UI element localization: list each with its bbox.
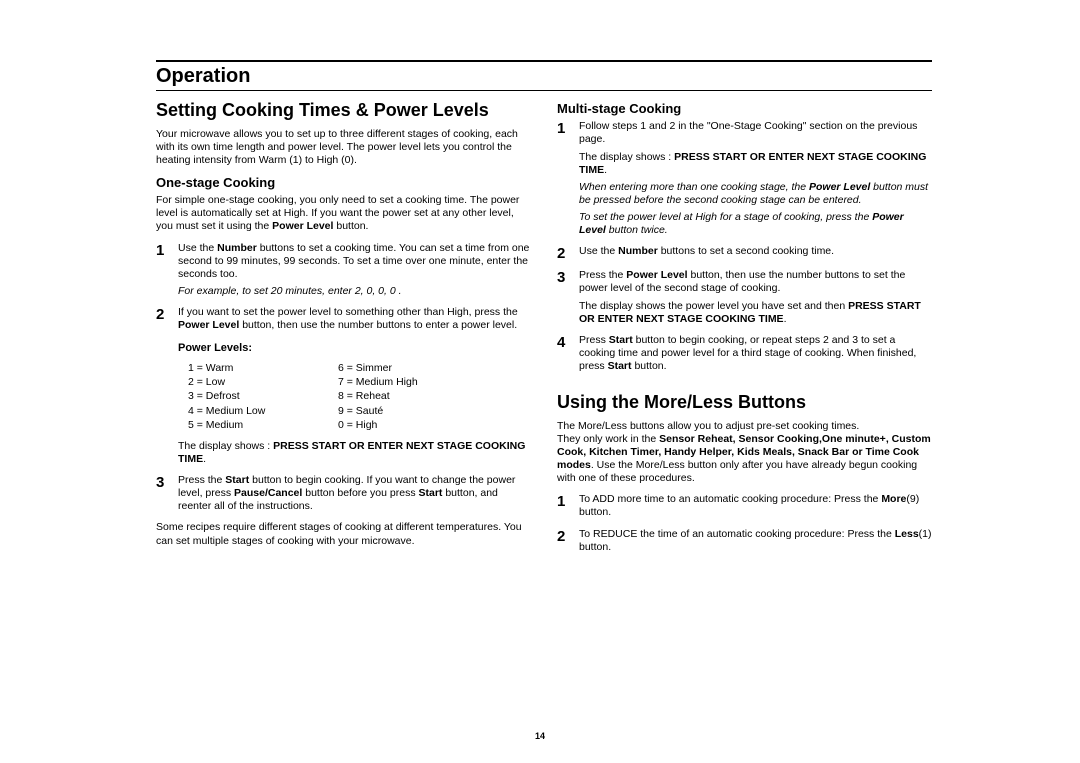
level-item: 9 = Sauté bbox=[338, 404, 531, 418]
top-rule bbox=[156, 60, 932, 62]
step-body: To ADD more time to an automatic cooking… bbox=[579, 493, 932, 519]
text: Press bbox=[579, 334, 609, 346]
multi-step-2: 2 Use the Number buttons to set a second… bbox=[557, 245, 932, 261]
text-bold: Start bbox=[609, 334, 633, 346]
text: button. bbox=[632, 360, 667, 372]
text-bold: Power Level bbox=[272, 220, 333, 232]
level-item: 8 = Reheat bbox=[338, 389, 531, 403]
text: Press the bbox=[178, 474, 225, 486]
text: If you want to set the power level to so… bbox=[178, 306, 518, 318]
text: button twice. bbox=[606, 224, 668, 236]
text-bold: Start bbox=[418, 487, 442, 499]
text-bold: Pause/Cancel bbox=[234, 487, 302, 499]
italic-note: When entering more than one cooking stag… bbox=[579, 181, 932, 207]
text: When entering more than one cooking stag… bbox=[579, 181, 809, 193]
more-less-p2: They only work in the Sensor Reheat, Sen… bbox=[557, 433, 932, 486]
manual-page: Operation Setting Cooking Times & Power … bbox=[156, 60, 932, 562]
step-number: 3 bbox=[156, 474, 168, 490]
right-column: Multi-stage Cooking 1 Follow steps 1 and… bbox=[557, 99, 932, 562]
text: Use the bbox=[178, 242, 217, 254]
text: . bbox=[784, 313, 787, 325]
text-bold: Power Level bbox=[626, 269, 687, 281]
text: . bbox=[203, 453, 206, 465]
step-number: 4 bbox=[557, 334, 569, 350]
step-body: To REDUCE the time of an automatic cooki… bbox=[579, 528, 932, 554]
power-levels-heading: Power Levels: bbox=[178, 342, 531, 356]
step-1: 1 Use the Number buttons to set a cookin… bbox=[156, 242, 531, 299]
step-body: Press Start button to begin cooking, or … bbox=[579, 334, 932, 373]
step-2: 2 If you want to set the power level to … bbox=[156, 306, 531, 332]
level-item: 5 = Medium bbox=[188, 418, 338, 432]
text-bold: Number bbox=[217, 242, 257, 254]
intro-paragraph: Your microwave allows you to set up to t… bbox=[156, 128, 531, 167]
level-item: 0 = High bbox=[338, 418, 531, 432]
text: . Use the More/Less button only after yo… bbox=[557, 459, 917, 484]
text: button before you press bbox=[302, 487, 418, 499]
multi-step-3: 3 Press the Power Level button, then use… bbox=[557, 269, 932, 326]
text: . bbox=[604, 164, 607, 176]
text: button. bbox=[333, 220, 368, 232]
text: The display shows : bbox=[178, 440, 273, 452]
step-body: Follow steps 1 and 2 in the "One-Stage C… bbox=[579, 120, 932, 237]
left-column: Setting Cooking Times & Power Levels You… bbox=[156, 99, 531, 562]
two-column-layout: Setting Cooking Times & Power Levels You… bbox=[156, 99, 932, 562]
step-body: Press the Start button to begin cooking.… bbox=[178, 474, 531, 513]
step-number: 2 bbox=[557, 528, 569, 544]
step-number: 1 bbox=[156, 242, 168, 258]
text: The display shows : bbox=[579, 151, 674, 163]
text-bold: More bbox=[881, 493, 906, 505]
display-message: The display shows : PRESS START OR ENTER… bbox=[178, 440, 531, 466]
level-item: 1 = Warm bbox=[188, 361, 338, 375]
level-item: 6 = Simmer bbox=[338, 361, 531, 375]
one-stage-intro: For simple one-stage cooking, you only n… bbox=[156, 194, 531, 233]
power-levels-list: 1 = Warm 2 = Low 3 = Defrost 4 = Medium … bbox=[188, 361, 531, 432]
text: Follow steps 1 and 2 in the "One-Stage C… bbox=[579, 120, 932, 146]
level-item: 4 = Medium Low bbox=[188, 404, 338, 418]
text: To ADD more time to an automatic cooking… bbox=[579, 493, 881, 505]
text-bold: Power Level bbox=[809, 181, 870, 193]
level-item: 7 = Medium High bbox=[338, 375, 531, 389]
text-bold: Number bbox=[618, 245, 658, 257]
step-number: 3 bbox=[557, 269, 569, 285]
step-number: 2 bbox=[557, 245, 569, 261]
step-number: 1 bbox=[557, 493, 569, 509]
step-body: If you want to set the power level to so… bbox=[178, 306, 531, 332]
subheading-multi-stage: Multi-stage Cooking bbox=[557, 101, 932, 117]
levels-col-b: 6 = Simmer 7 = Medium High 8 = Reheat 9 … bbox=[338, 361, 531, 432]
example-text: For example, to set 20 minutes, enter 2,… bbox=[178, 285, 531, 298]
more-less-p1: The More/Less buttons allow you to adjus… bbox=[557, 420, 932, 433]
text: To set the power level at High for a sta… bbox=[579, 211, 872, 223]
text: buttons to set a second cooking time. bbox=[658, 245, 834, 257]
text: Press the bbox=[579, 269, 626, 281]
text: Use the bbox=[579, 245, 618, 257]
step-number: 1 bbox=[557, 120, 569, 136]
subheading-one-stage: One-stage Cooking bbox=[156, 175, 531, 191]
step-body: Use the Number buttons to set a cooking … bbox=[178, 242, 531, 299]
text: button, then use the number buttons to e… bbox=[239, 319, 517, 331]
page-number: 14 bbox=[0, 731, 1080, 741]
moreless-step-2: 2 To REDUCE the time of an automatic coo… bbox=[557, 528, 932, 554]
multi-step-4: 4 Press Start button to begin cooking, o… bbox=[557, 334, 932, 373]
levels-col-a: 1 = Warm 2 = Low 3 = Defrost 4 = Medium … bbox=[188, 361, 338, 432]
section-title: Operation bbox=[156, 65, 932, 91]
level-item: 3 = Defrost bbox=[188, 389, 338, 403]
text: The display shows the power level you ha… bbox=[579, 300, 848, 312]
multi-step-1: 1 Follow steps 1 and 2 in the "One-Stage… bbox=[557, 120, 932, 237]
text: They only work in the bbox=[557, 433, 659, 445]
text: To REDUCE the time of an automatic cooki… bbox=[579, 528, 895, 540]
level-item: 2 = Low bbox=[188, 375, 338, 389]
step-body: Press the Power Level button, then use t… bbox=[579, 269, 932, 326]
text-bold: Start bbox=[608, 360, 632, 372]
italic-note: To set the power level at High for a sta… bbox=[579, 211, 932, 237]
text-bold: Start bbox=[225, 474, 249, 486]
text-bold: Power Level bbox=[178, 319, 239, 331]
moreless-step-1: 1 To ADD more time to an automatic cooki… bbox=[557, 493, 932, 519]
step-3: 3 Press the Start button to begin cookin… bbox=[156, 474, 531, 513]
text-bold: Less bbox=[895, 528, 919, 540]
outro-paragraph: Some recipes require different stages of… bbox=[156, 521, 531, 547]
step-number: 2 bbox=[156, 306, 168, 322]
main-heading: Setting Cooking Times & Power Levels bbox=[156, 99, 531, 122]
step-body: Use the Number buttons to set a second c… bbox=[579, 245, 932, 258]
main-heading-more-less: Using the More/Less Buttons bbox=[557, 391, 932, 414]
